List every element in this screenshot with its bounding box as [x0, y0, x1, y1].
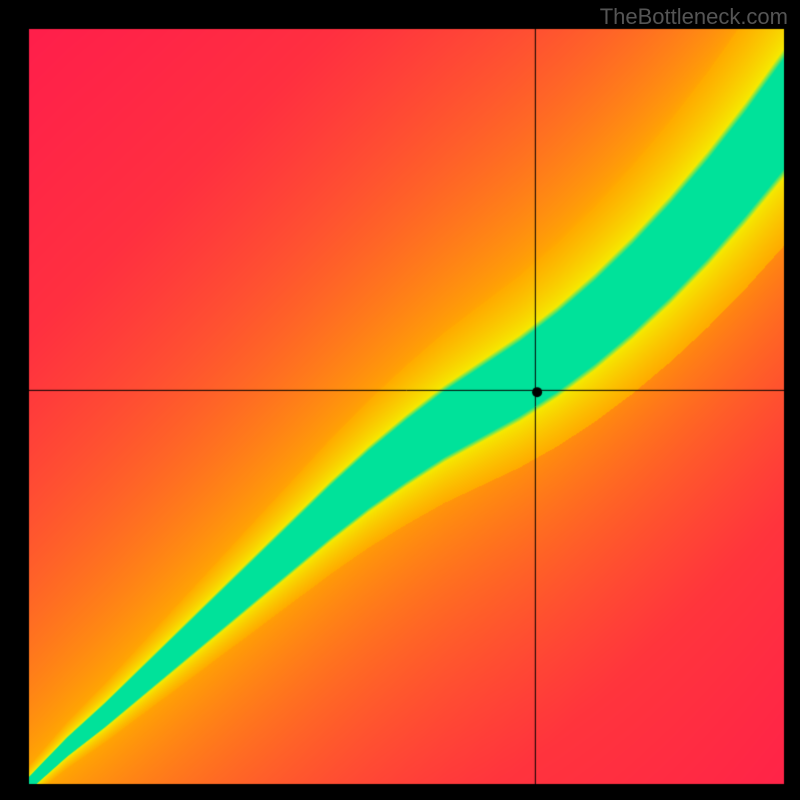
- heatmap-canvas: [0, 0, 800, 800]
- watermark-text: TheBottleneck.com: [600, 4, 788, 30]
